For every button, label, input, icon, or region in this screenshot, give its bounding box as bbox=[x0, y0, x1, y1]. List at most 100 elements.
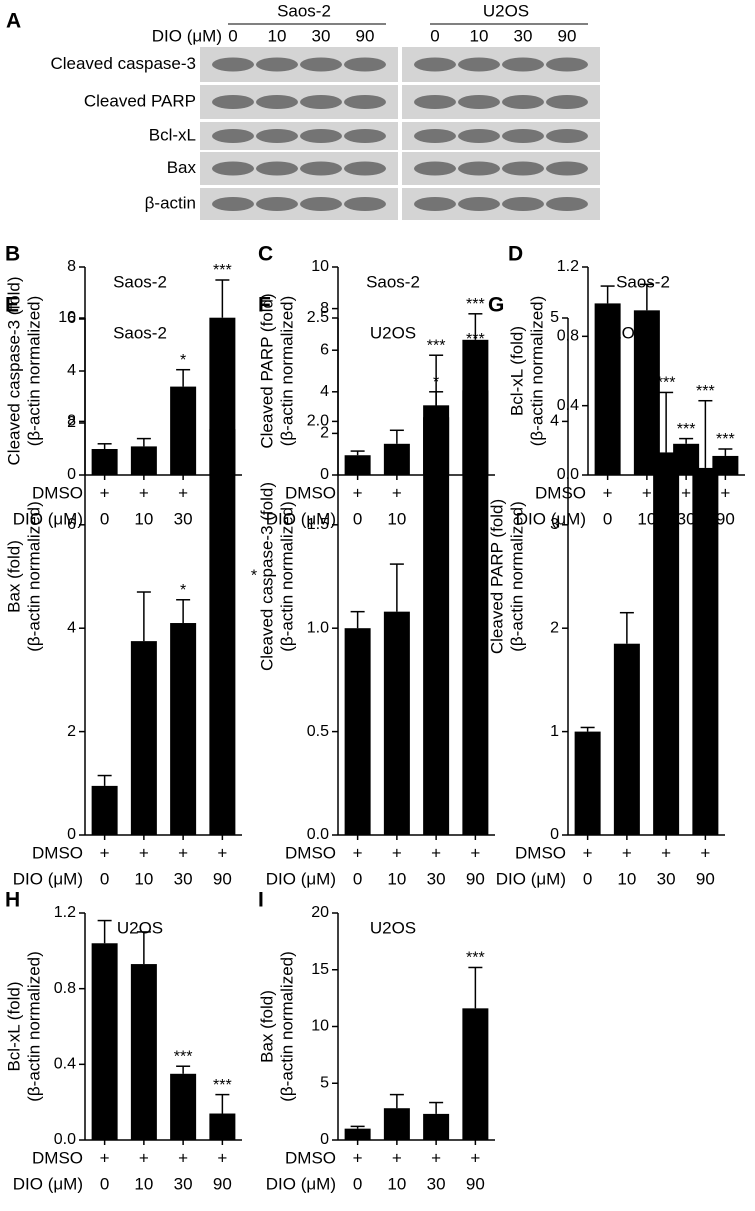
y-axis-label: Bcl-xL (fold) bbox=[4, 981, 23, 1071]
blot-band bbox=[344, 57, 386, 72]
treatment: + bbox=[353, 1148, 363, 1167]
dose-label: DIO (μM) bbox=[152, 26, 222, 45]
bar bbox=[91, 785, 118, 835]
bar bbox=[209, 429, 236, 835]
x-tick-label: 10 bbox=[134, 1174, 153, 1193]
significance: *** bbox=[174, 1048, 193, 1065]
row-label: DMSO bbox=[285, 483, 336, 502]
bar bbox=[423, 1113, 450, 1140]
row-label: Cleaved caspase-3 bbox=[50, 54, 196, 73]
blot-band bbox=[300, 95, 342, 109]
row-label: Bcl-xL bbox=[149, 125, 196, 144]
y-axis-label: (β-actin normalized) bbox=[24, 951, 43, 1102]
dose: 0 bbox=[228, 26, 237, 45]
bar bbox=[91, 449, 118, 475]
bar bbox=[130, 641, 157, 835]
bar bbox=[170, 386, 197, 475]
blot-band bbox=[458, 95, 500, 109]
significance: *** bbox=[466, 950, 485, 967]
y-tick-label: 10 bbox=[58, 309, 76, 326]
x-tick-label: 0 bbox=[583, 869, 592, 888]
y-tick-label: 1.2 bbox=[54, 904, 76, 921]
y-axis-label: Cleaved PARP (fold) bbox=[257, 293, 276, 448]
chart-title: Saos-2 bbox=[366, 272, 420, 291]
y-axis-label: Cleaved caspase-3 (fold) bbox=[4, 277, 23, 466]
significance: *** bbox=[213, 1077, 232, 1094]
blot-band bbox=[546, 57, 588, 72]
bar bbox=[692, 467, 719, 835]
y-axis-label: (β-actin normalized) bbox=[24, 296, 43, 447]
blot-band bbox=[546, 197, 588, 211]
x-tick-label: 10 bbox=[134, 869, 153, 888]
blot-band bbox=[344, 161, 386, 176]
treatment: + bbox=[392, 1148, 402, 1167]
bar bbox=[170, 1073, 197, 1140]
treatment: + bbox=[217, 843, 227, 862]
treatment: + bbox=[100, 1148, 110, 1167]
treatment: + bbox=[178, 483, 188, 502]
y-tick-label: 20 bbox=[311, 904, 329, 921]
bar bbox=[344, 455, 371, 475]
y-axis-label: (β-actin normalized) bbox=[24, 501, 43, 652]
panel-letter: I bbox=[258, 889, 264, 912]
y-tick-label: 10 bbox=[311, 258, 329, 275]
blot-band bbox=[546, 161, 588, 176]
blot-band bbox=[546, 129, 588, 143]
chart-title: U2OS bbox=[600, 323, 646, 342]
blot-band bbox=[546, 95, 588, 109]
bar bbox=[130, 964, 157, 1140]
group-label: U2OS bbox=[483, 1, 529, 20]
bar bbox=[209, 1113, 236, 1140]
x-tick-label: 30 bbox=[427, 869, 446, 888]
y-tick-label: 0.0 bbox=[54, 1131, 76, 1148]
panel-letter: B bbox=[5, 243, 20, 266]
bar bbox=[344, 628, 371, 835]
blot-band bbox=[502, 57, 544, 72]
row-label: DIO (μM) bbox=[496, 869, 566, 888]
bar bbox=[383, 443, 410, 475]
treatment: + bbox=[392, 483, 402, 502]
panel-letter: D bbox=[508, 243, 523, 266]
blot-band bbox=[344, 129, 386, 143]
bar bbox=[574, 731, 601, 835]
y-axis-label: (β-actin normalized) bbox=[277, 296, 296, 447]
y-tick-label: 1 bbox=[550, 723, 559, 740]
x-tick-label: 10 bbox=[637, 509, 656, 528]
y-axis-label: Bax (fold) bbox=[4, 540, 23, 613]
blot-band bbox=[212, 129, 254, 143]
y-tick-label: 0 bbox=[67, 826, 76, 843]
y-tick-label: 0.8 bbox=[54, 980, 76, 997]
treatment: + bbox=[100, 843, 110, 862]
x-tick-label: 90 bbox=[466, 1174, 485, 1193]
y-axis-label: Bcl-xL (fold) bbox=[507, 326, 526, 416]
row-label: Cleaved PARP bbox=[84, 91, 196, 110]
y-tick-label: 4 bbox=[67, 362, 76, 379]
x-tick-label: 30 bbox=[174, 1174, 193, 1193]
y-tick-label: 2 bbox=[320, 425, 329, 442]
x-tick-label: 90 bbox=[213, 1174, 232, 1193]
row-label: DIO (μM) bbox=[13, 869, 83, 888]
blot-band bbox=[502, 161, 544, 176]
blot-band bbox=[414, 161, 456, 176]
treatment: + bbox=[178, 1148, 188, 1167]
treatment: + bbox=[353, 483, 363, 502]
significance: *** bbox=[466, 331, 485, 348]
row-label: DMSO bbox=[32, 1148, 83, 1167]
x-tick-label: 0 bbox=[100, 869, 109, 888]
treatment: + bbox=[353, 843, 363, 862]
y-tick-label: 0 bbox=[550, 826, 559, 843]
dose: 90 bbox=[356, 26, 375, 45]
dose: 30 bbox=[514, 26, 533, 45]
y-tick-label: 6 bbox=[320, 341, 329, 358]
x-tick-label: 10 bbox=[134, 509, 153, 528]
y-tick-label: 2 bbox=[550, 619, 559, 636]
row-label: DMSO bbox=[32, 483, 83, 502]
y-tick-label: 2 bbox=[67, 414, 76, 431]
blot-band bbox=[502, 95, 544, 109]
bar bbox=[344, 1128, 371, 1140]
y-tick-label: 8 bbox=[320, 300, 329, 317]
significance: *** bbox=[427, 337, 446, 354]
y-tick-label: 0 bbox=[320, 466, 329, 483]
row-label: DMSO bbox=[535, 483, 586, 502]
